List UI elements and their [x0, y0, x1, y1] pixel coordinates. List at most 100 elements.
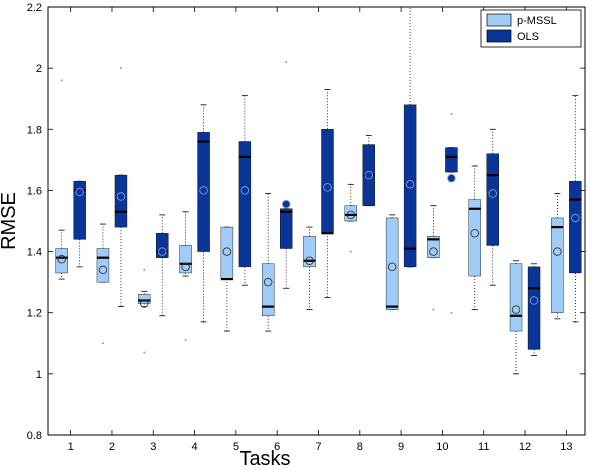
mean-marker — [488, 189, 497, 198]
box-iqr — [55, 248, 68, 274]
box-ols-task-11 — [486, 128, 499, 286]
box-ols-task-7 — [321, 89, 334, 298]
outlier-point — [432, 308, 435, 311]
box-ols-task-10 — [445, 113, 458, 314]
box-p-mssl-task-6 — [261, 193, 275, 332]
mean-marker — [98, 265, 108, 275]
mean-marker — [140, 299, 149, 308]
legend-swatch-p-mssl — [486, 13, 512, 27]
legend: p-MSSL OLS — [480, 9, 582, 48]
box-p-mssl-task-13 — [551, 193, 564, 320]
mean-marker — [447, 173, 456, 183]
y-tick-label: 1.6 — [27, 185, 42, 197]
box-iqr — [385, 217, 399, 310]
outlier-point — [184, 339, 187, 342]
x-tick-label: 13 — [560, 441, 572, 453]
box-iqr — [114, 174, 128, 228]
y-tick-label: 1.2 — [27, 308, 42, 320]
mean-marker — [429, 247, 438, 256]
x-axis-title: Tasks — [239, 448, 290, 470]
mean-marker — [75, 187, 84, 197]
y-tick-label: 1.4 — [27, 247, 42, 259]
outlier-point — [450, 311, 453, 314]
box-ols-task-5 — [238, 95, 252, 286]
box-iqr — [220, 226, 234, 280]
box-iqr — [527, 266, 541, 350]
x-tick-label: 12 — [519, 441, 531, 453]
ticks-layer: 0.811.21.41.61.822.21 2 3 4 5 6 7 8 9 10 11 12 13 — [27, 2, 585, 453]
x-tick-label: 4 — [192, 441, 198, 453]
legend-swatch-ols — [486, 29, 512, 43]
box-iqr — [303, 236, 316, 268]
box-iqr — [96, 248, 110, 283]
x-tick-label: 2 — [109, 441, 115, 453]
x-tick-label: 10 — [436, 441, 448, 453]
box-iqr — [261, 263, 275, 316]
mean-marker — [364, 170, 374, 180]
mean-marker — [553, 247, 562, 256]
y-tick-label: 2 — [36, 63, 42, 75]
box-ols-task-12 — [527, 263, 541, 356]
mean-marker — [529, 296, 539, 305]
mean-marker — [240, 186, 250, 195]
x-tick-label: 7 — [315, 441, 321, 453]
x-tick-label: 3 — [150, 441, 156, 453]
box-p-mssl-task-1 — [55, 79, 68, 280]
x-tick-label: 9 — [398, 441, 404, 453]
mean-marker — [116, 192, 126, 201]
x-tick-label: 5 — [233, 441, 239, 453]
y-tick-label: 0.8 — [27, 430, 42, 442]
box-p-mssl-task-9 — [385, 214, 399, 311]
outlier-point — [143, 351, 146, 354]
box-p-mssl-task-10 — [427, 205, 440, 311]
mean-marker — [346, 210, 356, 220]
y-tick-label: 2.2 — [27, 2, 42, 14]
box-iqr — [321, 129, 334, 234]
box-p-mssl-task-2 — [96, 223, 110, 345]
x-tick-label: 1 — [68, 441, 74, 453]
box-iqr — [468, 199, 481, 277]
box-p-mssl-task-8 — [344, 183, 358, 253]
box-p-mssl-task-12 — [509, 260, 523, 375]
box-p-mssl-task-11 — [468, 165, 481, 311]
x-tick-label: 11 — [478, 441, 489, 453]
mean-marker — [323, 183, 332, 192]
mean-marker — [511, 305, 521, 314]
mean-marker — [305, 256, 314, 265]
box-iqr — [427, 236, 440, 258]
box-iqr — [445, 147, 458, 173]
box-iqr — [279, 208, 293, 249]
box-p-mssl-task-4 — [179, 211, 192, 342]
mean-marker — [281, 199, 291, 209]
outlier-point — [143, 268, 146, 271]
box-ols-task-4 — [197, 104, 210, 323]
mean-marker — [158, 247, 167, 256]
mean-marker — [199, 186, 208, 195]
box-iqr — [179, 245, 192, 274]
box-iqr — [138, 294, 151, 304]
mean-marker — [57, 254, 66, 264]
box-ols-task-9 — [403, 6, 417, 268]
outlier-point — [101, 342, 104, 345]
box-p-mssl-task-3 — [138, 268, 151, 354]
mean-marker — [222, 247, 232, 256]
box-ols-task-6 — [279, 61, 293, 289]
box-ols-task-3 — [156, 214, 169, 317]
box-p-mssl-task-7 — [303, 226, 316, 311]
boxes-layer — [55, 6, 582, 375]
box-iqr — [509, 263, 523, 332]
box-iqr — [73, 181, 86, 240]
x-tick-label: 6 — [274, 441, 280, 453]
mean-marker — [571, 213, 580, 223]
mean-marker — [181, 262, 190, 272]
box-ols-task-2 — [114, 67, 128, 308]
box-ols-task-1 — [73, 180, 86, 268]
mean-marker — [263, 277, 273, 287]
x-tick-label: 8 — [357, 441, 363, 453]
outlier-point — [285, 61, 288, 64]
mean-marker — [387, 262, 397, 272]
y-axis-title: RMSE — [0, 192, 20, 250]
y-tick-label: 1 — [36, 369, 42, 381]
outlier-point — [119, 67, 122, 70]
